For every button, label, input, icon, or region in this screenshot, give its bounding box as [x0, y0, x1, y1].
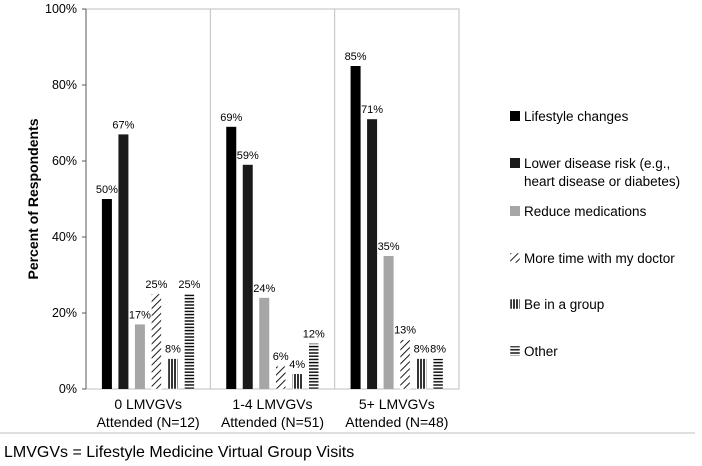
y-tick-label: 60% — [52, 154, 77, 168]
legend-swatch — [510, 158, 520, 168]
bar — [101, 199, 112, 389]
bar — [292, 373, 303, 390]
category-label: 1-4 LMVGVs — [232, 396, 312, 412]
legend-swatch — [510, 206, 520, 216]
data-label: 85% — [345, 51, 367, 63]
chart: 50% 67% 17% 25% 8% 25% 69% 59% 24% 6%4% 12% 85% 71% 3… — [0, 2, 695, 434]
legend-label: Lower disease risk (e.g., — [524, 156, 670, 171]
legend-label: Reduce medications — [524, 204, 647, 219]
bar — [432, 358, 444, 390]
legend-swatch — [509, 298, 521, 310]
category-label: Attended (N=12) — [97, 414, 200, 430]
data-label: 50% — [96, 184, 118, 196]
data-label: 59% — [237, 150, 259, 162]
bar — [226, 126, 237, 390]
legend-swatch — [509, 345, 521, 357]
data-label: 69% — [220, 112, 242, 124]
bar — [134, 324, 145, 389]
bar — [184, 293, 195, 390]
bar — [151, 293, 162, 390]
legend-label: Be in a group — [524, 297, 604, 312]
category-label: 5+ LMVGVs — [359, 396, 435, 412]
bar — [399, 339, 411, 390]
legend-swatch — [510, 111, 520, 121]
bar — [118, 134, 129, 389]
category-label: Attended (N=48) — [345, 414, 448, 430]
legend-label: More time with my doctor — [524, 251, 675, 266]
bar — [416, 358, 427, 390]
bar — [242, 164, 253, 389]
legend-label: Other — [524, 344, 558, 359]
legend-label: Lifestyle changes — [524, 109, 629, 124]
y-tick-label: 80% — [52, 78, 77, 92]
data-label: 13% — [394, 325, 416, 337]
footnote: LMVGVs = Lifestyle Medicine Virtual Grou… — [4, 444, 355, 461]
data-label: 25% — [145, 279, 167, 291]
data-label: 35% — [378, 241, 400, 253]
data-label: 8% — [414, 344, 430, 356]
bar — [350, 66, 361, 389]
data-label: 4% — [289, 359, 305, 371]
data-label: 12% — [303, 328, 325, 340]
y-tick-label: 100% — [45, 2, 77, 16]
legend-label: heart disease or diabetes) — [524, 174, 680, 189]
bar — [367, 119, 378, 389]
y-tick-label: 0% — [59, 382, 77, 396]
data-label: 8% — [430, 344, 446, 356]
data-label: 17% — [129, 309, 151, 321]
bar — [275, 365, 286, 390]
data-label: 8% — [165, 344, 181, 356]
legend-swatch — [509, 252, 521, 264]
y-tick-label: 40% — [52, 230, 77, 244]
y-tick-label: 20% — [52, 306, 77, 320]
data-label: 6% — [273, 351, 289, 363]
bar — [259, 297, 270, 389]
bar — [308, 343, 319, 390]
data-label: 67% — [112, 119, 134, 131]
y-axis-title: Percent of Respondents — [25, 118, 41, 279]
data-label: 25% — [178, 279, 200, 291]
bar — [167, 358, 179, 390]
category-label: Attended (N=51) — [221, 414, 324, 430]
bar — [383, 256, 394, 389]
data-label: 71% — [361, 104, 383, 116]
category-label: 0 LMVGVs — [114, 396, 182, 412]
data-label: 24% — [253, 283, 275, 295]
